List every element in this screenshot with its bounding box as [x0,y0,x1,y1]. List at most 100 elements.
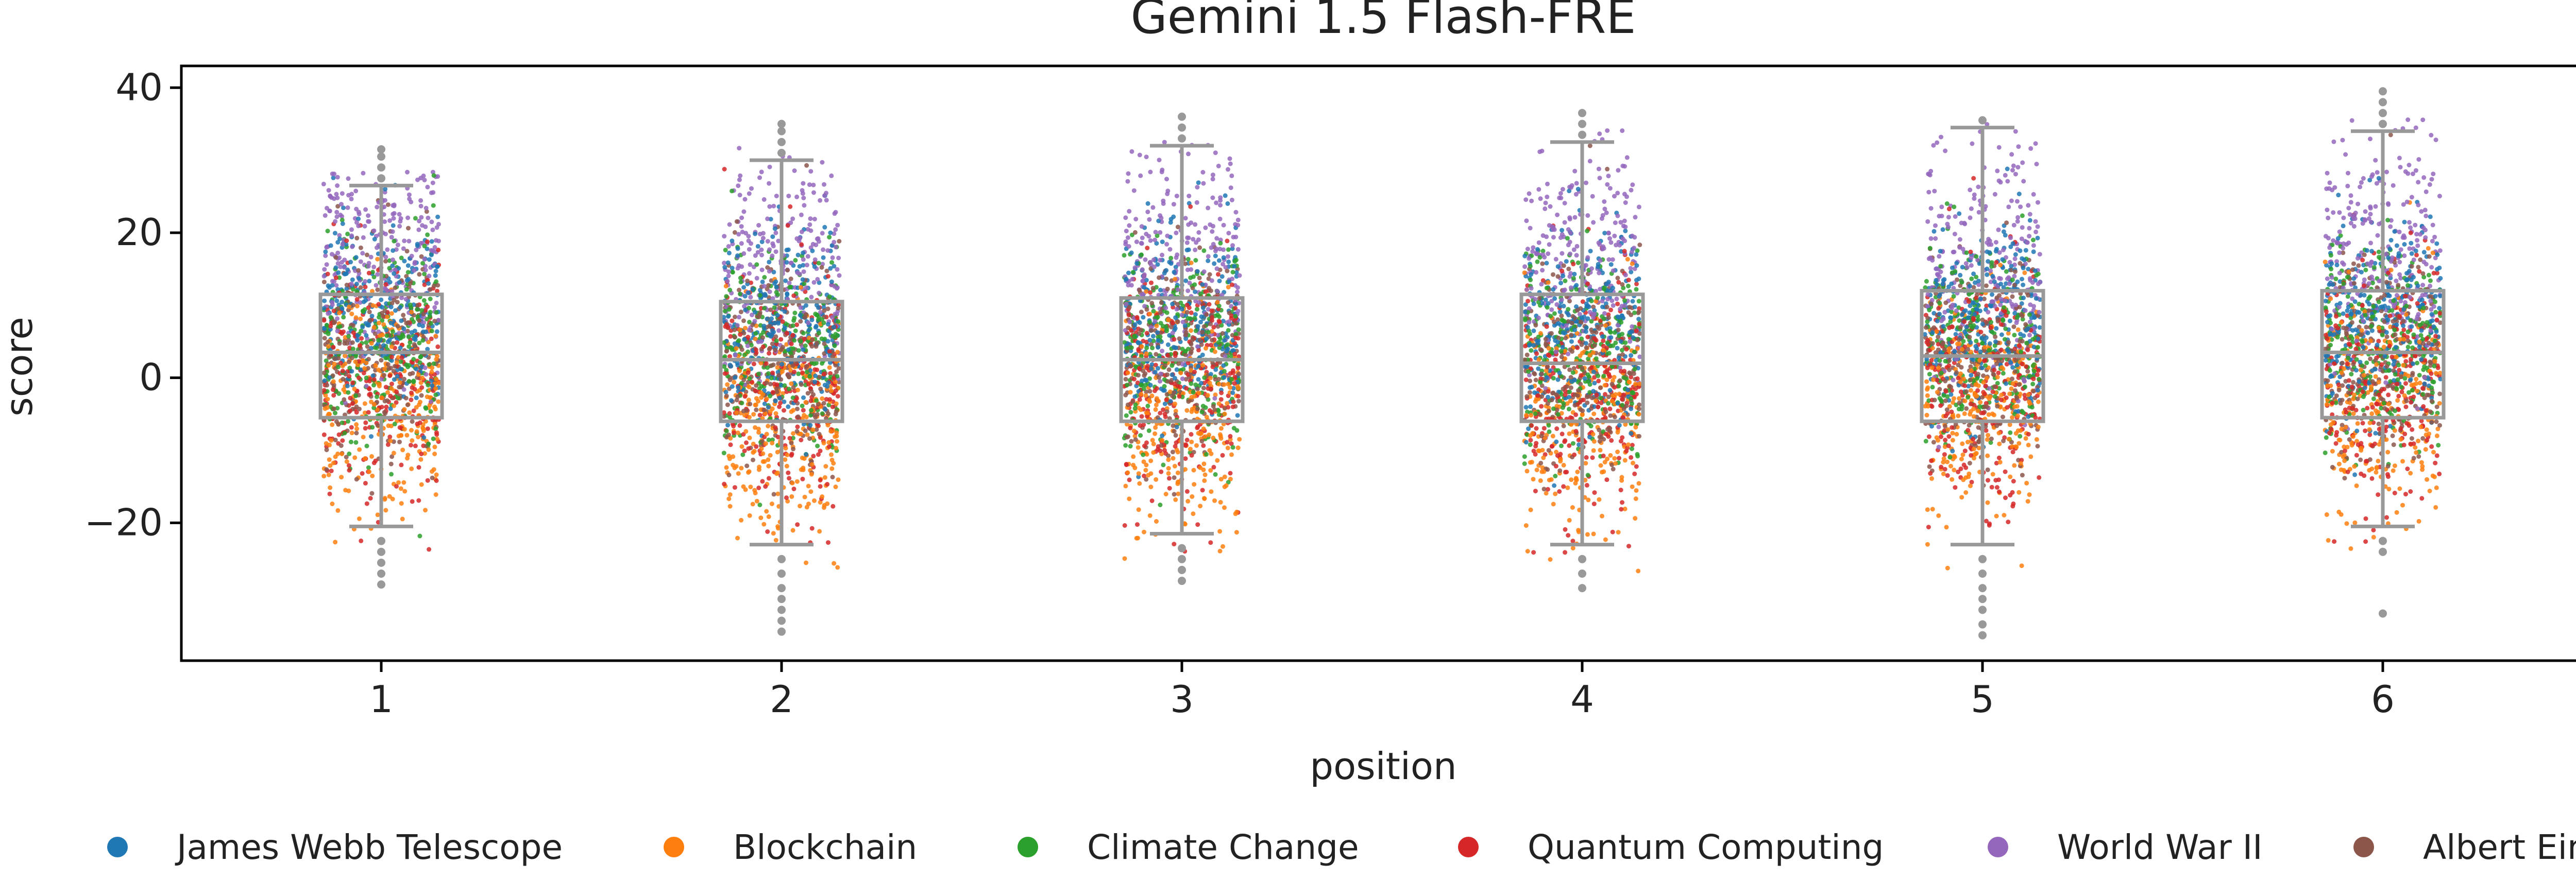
strip-point [327,457,332,462]
strip-point [806,320,811,325]
strip-point [344,459,349,464]
strip-point [1144,462,1149,468]
strip-point [331,393,336,398]
strip-point [330,422,335,427]
strip-point [399,462,404,468]
strip-point [1137,397,1142,402]
strip-point [1143,393,1148,398]
strip-point [785,268,790,273]
strip-point [1536,357,1541,362]
strip-point [321,318,327,323]
strip-point [1228,471,1233,476]
strip-point [1132,376,1137,382]
strip-point [1231,234,1236,239]
strip-point [423,405,428,410]
strip-point [365,344,370,349]
strip-point [1225,401,1230,406]
strip-point [1141,452,1146,457]
strip-point [792,369,797,374]
strip-point [795,270,800,275]
strip-point [1146,428,1151,433]
strip-point [434,329,439,334]
strip-point [1196,377,1201,382]
strip-point [1126,313,1131,318]
strip-point [835,565,840,570]
strip-point [340,420,345,425]
strip-point [1192,482,1197,487]
strip-point [403,297,409,302]
strip-point [332,356,337,361]
strip-point [403,395,409,401]
strip-point [325,271,330,277]
strip-point [1127,477,1132,482]
strip-point [733,375,738,380]
strip-point [363,279,368,284]
strip-point [1524,469,1530,474]
strip-point [411,408,416,413]
strip-point [746,446,751,451]
strip-point [1204,452,1209,457]
strip-point [1156,338,1161,343]
strip-point [345,231,350,236]
strip-point [775,313,780,318]
strip-point [1228,161,1233,166]
strip-point [331,175,336,180]
strip-point [405,270,411,275]
strip-point [418,457,423,462]
strip-point [827,365,832,370]
strip-point [344,238,349,243]
strip-point [747,376,752,381]
strip-point [809,344,815,349]
strip-point [1154,352,1159,357]
strip-point [399,355,404,360]
strip-point [1142,529,1146,534]
strip-point [774,338,779,343]
strip-point [397,280,402,285]
strip-point [820,160,825,165]
strip-point [791,293,796,298]
strip-point [761,407,767,412]
strip-point [771,531,776,536]
strip-point [374,283,379,288]
strip-point [427,547,432,552]
strip-point [736,338,741,343]
strip-point [1617,378,1622,383]
strip-point [837,239,842,244]
strip-point [726,472,732,477]
strip-point [1180,376,1185,382]
strip-point [1145,210,1150,214]
strip-point [428,409,433,414]
strip-point [808,423,813,428]
strip-point [832,561,837,566]
strip-point [1211,404,1216,409]
strip-point [829,457,835,462]
strip-point [739,401,744,406]
strip-point [1602,460,1607,464]
strip-point [321,370,327,375]
strip-point [1222,369,1227,374]
strip-point [832,343,837,348]
strip-point [803,428,808,434]
strip-point [833,434,838,439]
strip-point [397,223,402,229]
strip-point [395,374,400,379]
strip-point [726,244,731,249]
strip-point [336,365,341,370]
strip-point [430,475,435,480]
strip-point [1184,386,1189,391]
strip-point [794,236,800,241]
strip-point [1123,392,1128,398]
strip-point [808,169,814,174]
strip-point [391,451,396,456]
strip-point [402,258,407,264]
strip-point [812,379,817,385]
strip-point [414,429,419,434]
strip-point [335,183,340,188]
strip-point [808,413,813,418]
strip-point [347,468,352,473]
strip-point [825,322,831,327]
strip-point [1154,519,1159,524]
strip-point [349,425,354,430]
strip-point [1228,385,1233,390]
strip-point [431,361,436,366]
